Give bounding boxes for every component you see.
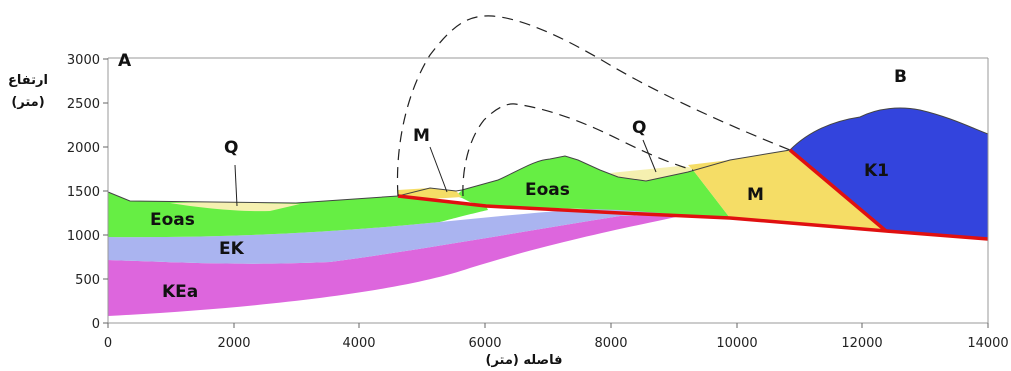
- ground-surface-line: [107, 107, 989, 204]
- label-k1: K1: [864, 161, 889, 181]
- y-tick-label: 2500: [67, 97, 100, 112]
- label-eoas-left: Eoas: [150, 210, 195, 230]
- x-tick-label: 6000: [468, 336, 501, 351]
- y-tick-label: 2000: [67, 141, 100, 156]
- y-axis-title: ارتفاع: [8, 73, 48, 88]
- x-axis-title: فاصله (متر): [486, 353, 563, 368]
- y-tick-label: 3000: [67, 53, 100, 68]
- label-kea: KEa: [162, 282, 198, 302]
- x-axis-ticks: 0 2000 4000 6000 8000 10000 12000 14000: [104, 323, 1009, 351]
- section-end-a: A: [118, 51, 132, 71]
- unit-m-right: [688, 150, 886, 231]
- leader-m-left: [429, 146, 448, 193]
- label-ek: EK: [219, 239, 245, 259]
- y-tick-label: 500: [75, 273, 100, 288]
- x-tick-label: 4000: [342, 336, 375, 351]
- label-q-right: Q: [632, 118, 646, 138]
- y-tick-label: 1000: [67, 229, 100, 244]
- x-tick-label: 14000: [967, 336, 1008, 351]
- label-m-unit: M: [747, 185, 764, 205]
- dashed-arc-inner: [462, 103, 694, 197]
- unit-q-right: [610, 166, 695, 181]
- thrust-fault-line: [397, 194, 989, 241]
- unit-kea: [108, 214, 690, 316]
- label-q-left: Q: [224, 138, 238, 158]
- x-tick-label: 8000: [594, 336, 627, 351]
- y-axis-ticks: 0 500 1000 1500 2000 2500 3000: [67, 53, 108, 332]
- x-tick-label: 2000: [217, 336, 250, 351]
- unit-k1: [790, 108, 988, 239]
- leader-q-left: [234, 164, 238, 207]
- y-tick-label: 1500: [67, 185, 100, 200]
- unit-ek: [108, 204, 690, 264]
- label-eoas-center: Eoas: [525, 180, 570, 200]
- x-tick-label: 0: [104, 336, 112, 351]
- unit-q-left: [170, 202, 300, 212]
- leader-q-right: [642, 139, 657, 173]
- section-end-b: B: [894, 67, 907, 87]
- x-tick-label: 10000: [716, 336, 757, 351]
- dashed-arc-outer: [396, 15, 791, 197]
- x-tick-label: 12000: [841, 336, 882, 351]
- unit-eoas-center: [456, 156, 730, 218]
- label-m-fault: M: [413, 126, 430, 146]
- reverse-fault-line: [788, 148, 888, 233]
- y-axis-unit: (متر): [11, 95, 44, 110]
- y-tick-label: 0: [92, 317, 100, 332]
